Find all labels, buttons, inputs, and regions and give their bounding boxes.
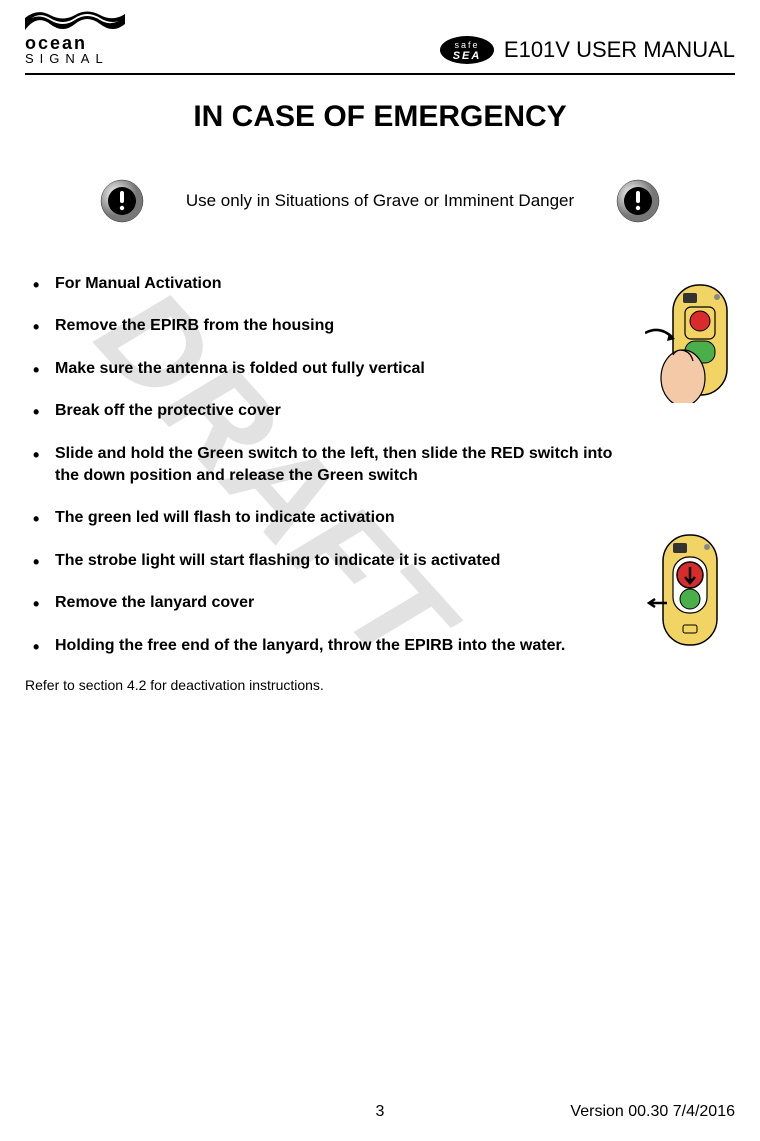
- page-header: ocean SIGNAL safe SEA E101V USER MANUAL: [25, 10, 735, 75]
- badge-text-top: safe: [454, 40, 479, 50]
- content-area: For Manual Activation Remove the EPIRB f…: [25, 273, 735, 693]
- page-title: IN CASE OF EMERGENCY: [25, 100, 735, 134]
- version-text: Version 00.30 7/4/2016: [570, 1103, 735, 1121]
- instruction-item: Slide and hold the Green switch to the l…: [25, 443, 630, 488]
- warning-text: Use only in Situations of Grave or Immin…: [144, 189, 616, 213]
- page-footer: 3 Version 00.30 7/4/2016: [25, 1103, 735, 1121]
- wave-icon: [25, 10, 125, 34]
- instruction-item: Make sure the antenna is folded out full…: [25, 358, 630, 380]
- instruction-item: Holding the free end of the lanyard, thr…: [25, 635, 630, 657]
- refer-note: Refer to section 4.2 for deactivation in…: [25, 677, 630, 693]
- instruction-list: For Manual Activation Remove the EPIRB f…: [25, 273, 630, 693]
- diagram-column: [645, 273, 735, 693]
- instruction-item: For Manual Activation: [25, 273, 630, 295]
- badge-text-bottom: SEA: [453, 50, 482, 62]
- instruction-item: Remove the EPIRB from the housing: [25, 315, 630, 337]
- brand-name-top: ocean: [25, 34, 87, 52]
- instruction-item: Break off the protective cover: [25, 400, 630, 422]
- safesea-badge-icon: safe SEA: [438, 35, 496, 65]
- instruction-item: The green led will flash to indicate act…: [25, 507, 630, 529]
- page-number: 3: [376, 1103, 385, 1121]
- brand-logo: ocean SIGNAL: [25, 10, 125, 65]
- manual-title: E101V USER MANUAL: [504, 37, 735, 63]
- device-diagram-thumb-icon: [645, 283, 735, 403]
- device-diagram-slide-icon: [645, 533, 735, 653]
- instruction-item: The strobe light will start flashing to …: [25, 550, 630, 572]
- instruction-item: Remove the lanyard cover: [25, 592, 630, 614]
- warning-banner: Use only in Situations of Grave or Immin…: [25, 179, 735, 223]
- warning-icon: [100, 179, 144, 223]
- brand-name-bottom: SIGNAL: [25, 52, 109, 65]
- warning-icon: [616, 179, 660, 223]
- header-right: safe SEA E101V USER MANUAL: [438, 35, 735, 65]
